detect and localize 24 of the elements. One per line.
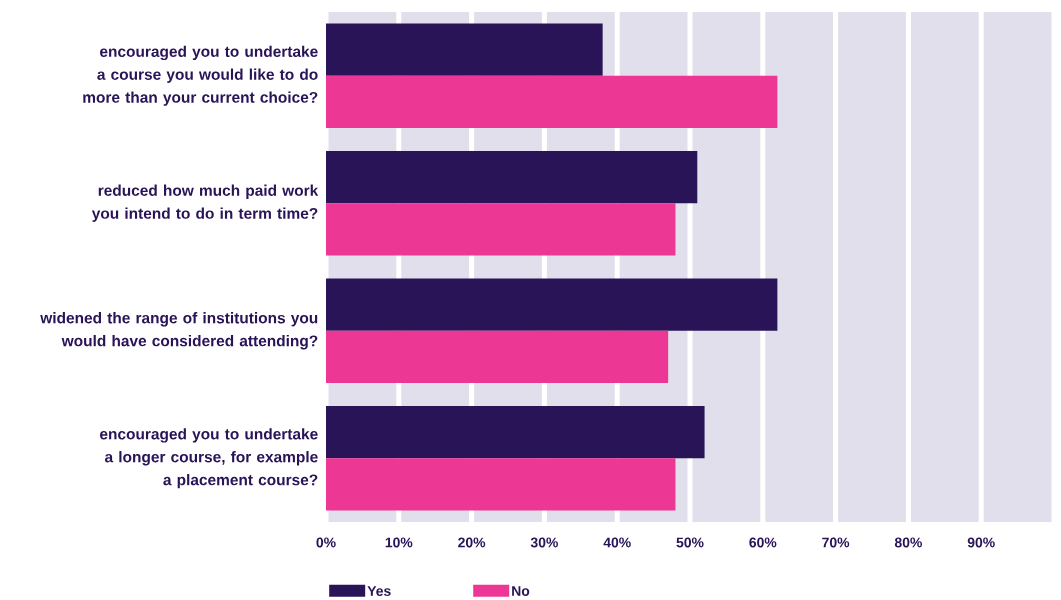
x-tick-label: 20% xyxy=(458,537,486,548)
y-tick-label: encouraged you to undertake a longer course, for example a placement course? xyxy=(100,428,318,489)
y-tick-label: reduced how much paid work you intend to do in term time? xyxy=(91,184,319,222)
bar xyxy=(326,203,676,256)
legend-label: No xyxy=(512,586,530,596)
x-tick-label: 40% xyxy=(603,537,631,548)
x-tick-label: 70% xyxy=(822,537,850,548)
x-tick-label: 30% xyxy=(530,537,558,548)
x-tick-label: 50% xyxy=(676,537,704,548)
x-tick-label: 60% xyxy=(749,537,777,548)
bar xyxy=(326,330,669,384)
bar xyxy=(326,75,778,129)
bar xyxy=(326,23,603,76)
x-tick-label: 0% xyxy=(316,537,336,548)
y-tick-label: widened the range of institutions you would have considered attending? xyxy=(40,312,318,350)
bar xyxy=(326,150,698,204)
x-tick-label: 10% xyxy=(385,537,413,548)
bar xyxy=(326,405,705,459)
x-tick-label: 90% xyxy=(967,537,995,548)
y-tick-label: encouraged you to undertake a course you would like to do more than your current choice? xyxy=(83,45,318,106)
x-tick-label: 80% xyxy=(894,537,922,548)
bar xyxy=(326,278,778,331)
legend-label: Yes xyxy=(367,586,391,596)
bar xyxy=(326,458,676,511)
